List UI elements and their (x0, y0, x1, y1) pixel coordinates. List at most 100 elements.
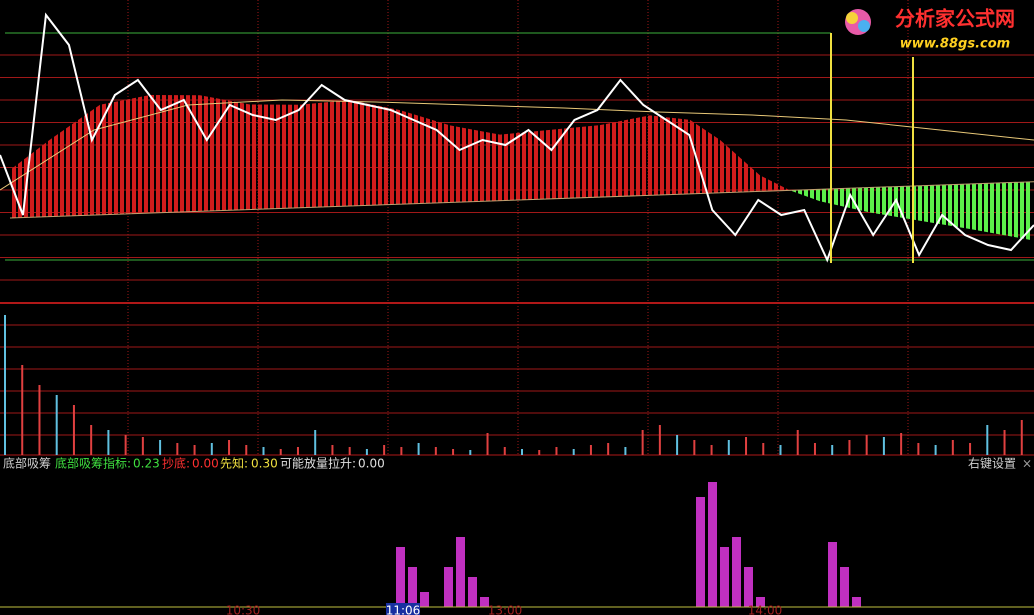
plot (0, 12, 1034, 608)
time-label: 14:00 (748, 604, 783, 615)
time-label: 11:06 (386, 604, 421, 615)
volume-bar (296, 447, 299, 455)
volume-bar (676, 435, 679, 455)
volume-bar (124, 435, 127, 455)
signal-bar (852, 597, 861, 607)
volume-bar (641, 430, 644, 455)
item-label: 底部吸筹指标: (55, 456, 131, 471)
volume-bar (727, 440, 730, 455)
volume-bar (934, 445, 937, 455)
volume-bar (882, 437, 885, 455)
volume-bar (1020, 420, 1023, 455)
volume-bar (400, 447, 403, 455)
volume-bar (865, 435, 868, 455)
indicator-bar: 底部吸筹 底部吸筹指标: 0.23 抄底: 0.00 先知: 0.30 可能放量… (3, 456, 1032, 471)
volume-bar (986, 425, 989, 455)
volume-bar (848, 440, 851, 455)
volume-bar (38, 385, 41, 455)
volume-bar (245, 445, 248, 455)
volume-bar (710, 445, 713, 455)
volume-bar (159, 440, 162, 455)
volume-bar (176, 443, 179, 455)
volume-bar (951, 440, 954, 455)
volume-bar (521, 449, 523, 455)
signal-bar (708, 482, 717, 607)
logo (858, 20, 870, 32)
signal-bar (408, 567, 417, 607)
average-line (0, 99, 1034, 191)
signal-bar (756, 597, 765, 607)
volume-bar (624, 447, 627, 455)
volume-bar (383, 445, 386, 455)
volume-bar (693, 440, 696, 455)
signal-bar (444, 567, 453, 607)
item-value: 0.00 (192, 457, 219, 471)
volume-bar (796, 430, 799, 455)
signal-bar (420, 592, 429, 607)
item-value: 0.00 (358, 457, 385, 471)
baseline (9, 181, 1034, 219)
item-value: 0.30 (251, 457, 278, 471)
signal-bar (840, 567, 849, 607)
volume-bar (417, 443, 420, 455)
volume-bar (589, 445, 592, 455)
volume-bar (452, 449, 455, 455)
volume-bar (279, 449, 282, 455)
volume-bar (107, 430, 110, 455)
signal-bar (744, 567, 753, 607)
volume-bar (607, 443, 610, 455)
signal-bar (468, 577, 477, 607)
volume-bar (900, 433, 903, 455)
volume-bar (331, 445, 334, 455)
volume-bar (555, 447, 558, 455)
volume-bar (969, 443, 972, 455)
logo (846, 12, 858, 24)
volume-bar (348, 447, 351, 455)
signal-bar (720, 547, 729, 607)
volume-bar (831, 445, 834, 455)
settings[interactable]: 右键设置 (968, 456, 1016, 471)
volume-bar (434, 447, 437, 455)
volume-bar (90, 425, 93, 455)
signal-bar (828, 542, 837, 607)
volume-bar (503, 447, 506, 455)
volume-bar (4, 315, 6, 455)
volume-bar (55, 395, 58, 455)
item-label: 抄底: (162, 456, 190, 471)
volume-bar (745, 437, 748, 455)
volume-bar (21, 365, 24, 455)
volume-bar (658, 425, 661, 455)
volume-bar (813, 443, 816, 455)
volume-bar (141, 437, 144, 455)
volume-bar (779, 445, 782, 455)
time-label: 10:30 (226, 604, 261, 615)
volume-bar (486, 433, 489, 455)
close-button[interactable]: × (1022, 457, 1032, 471)
volume-bar (572, 449, 575, 455)
item-value: 0.23 (133, 457, 160, 471)
signal-bar (480, 597, 489, 607)
volume-bar (762, 443, 765, 455)
watermark-url: www.88gs.com (900, 37, 1010, 52)
red-histogram (10, 95, 790, 218)
signal-bar (456, 537, 465, 607)
volume-bar (538, 450, 541, 455)
volume-bar (314, 430, 317, 455)
volume-bar (72, 405, 75, 455)
volume-bar (917, 443, 920, 455)
time-axis: 10:30 11:06 13:00 14:00 (226, 603, 783, 615)
signal-bar (732, 537, 741, 607)
volume-bar (193, 445, 196, 455)
watermark-title: 分析家公式网 (895, 7, 1015, 31)
item-label: 可能放量拉升: (280, 456, 356, 471)
volume-bar (228, 440, 231, 455)
volume-bar (365, 449, 368, 455)
watermark: 分析家公式网 www.88gs.com (845, 7, 1015, 52)
item-label: 先知: (220, 457, 248, 471)
time-label: 13:00 (488, 604, 523, 615)
signal-bar (396, 547, 405, 607)
volume-bar (210, 443, 213, 455)
price-line (0, 12, 1034, 263)
time-highlight (386, 603, 420, 615)
volume-bar (469, 450, 472, 455)
